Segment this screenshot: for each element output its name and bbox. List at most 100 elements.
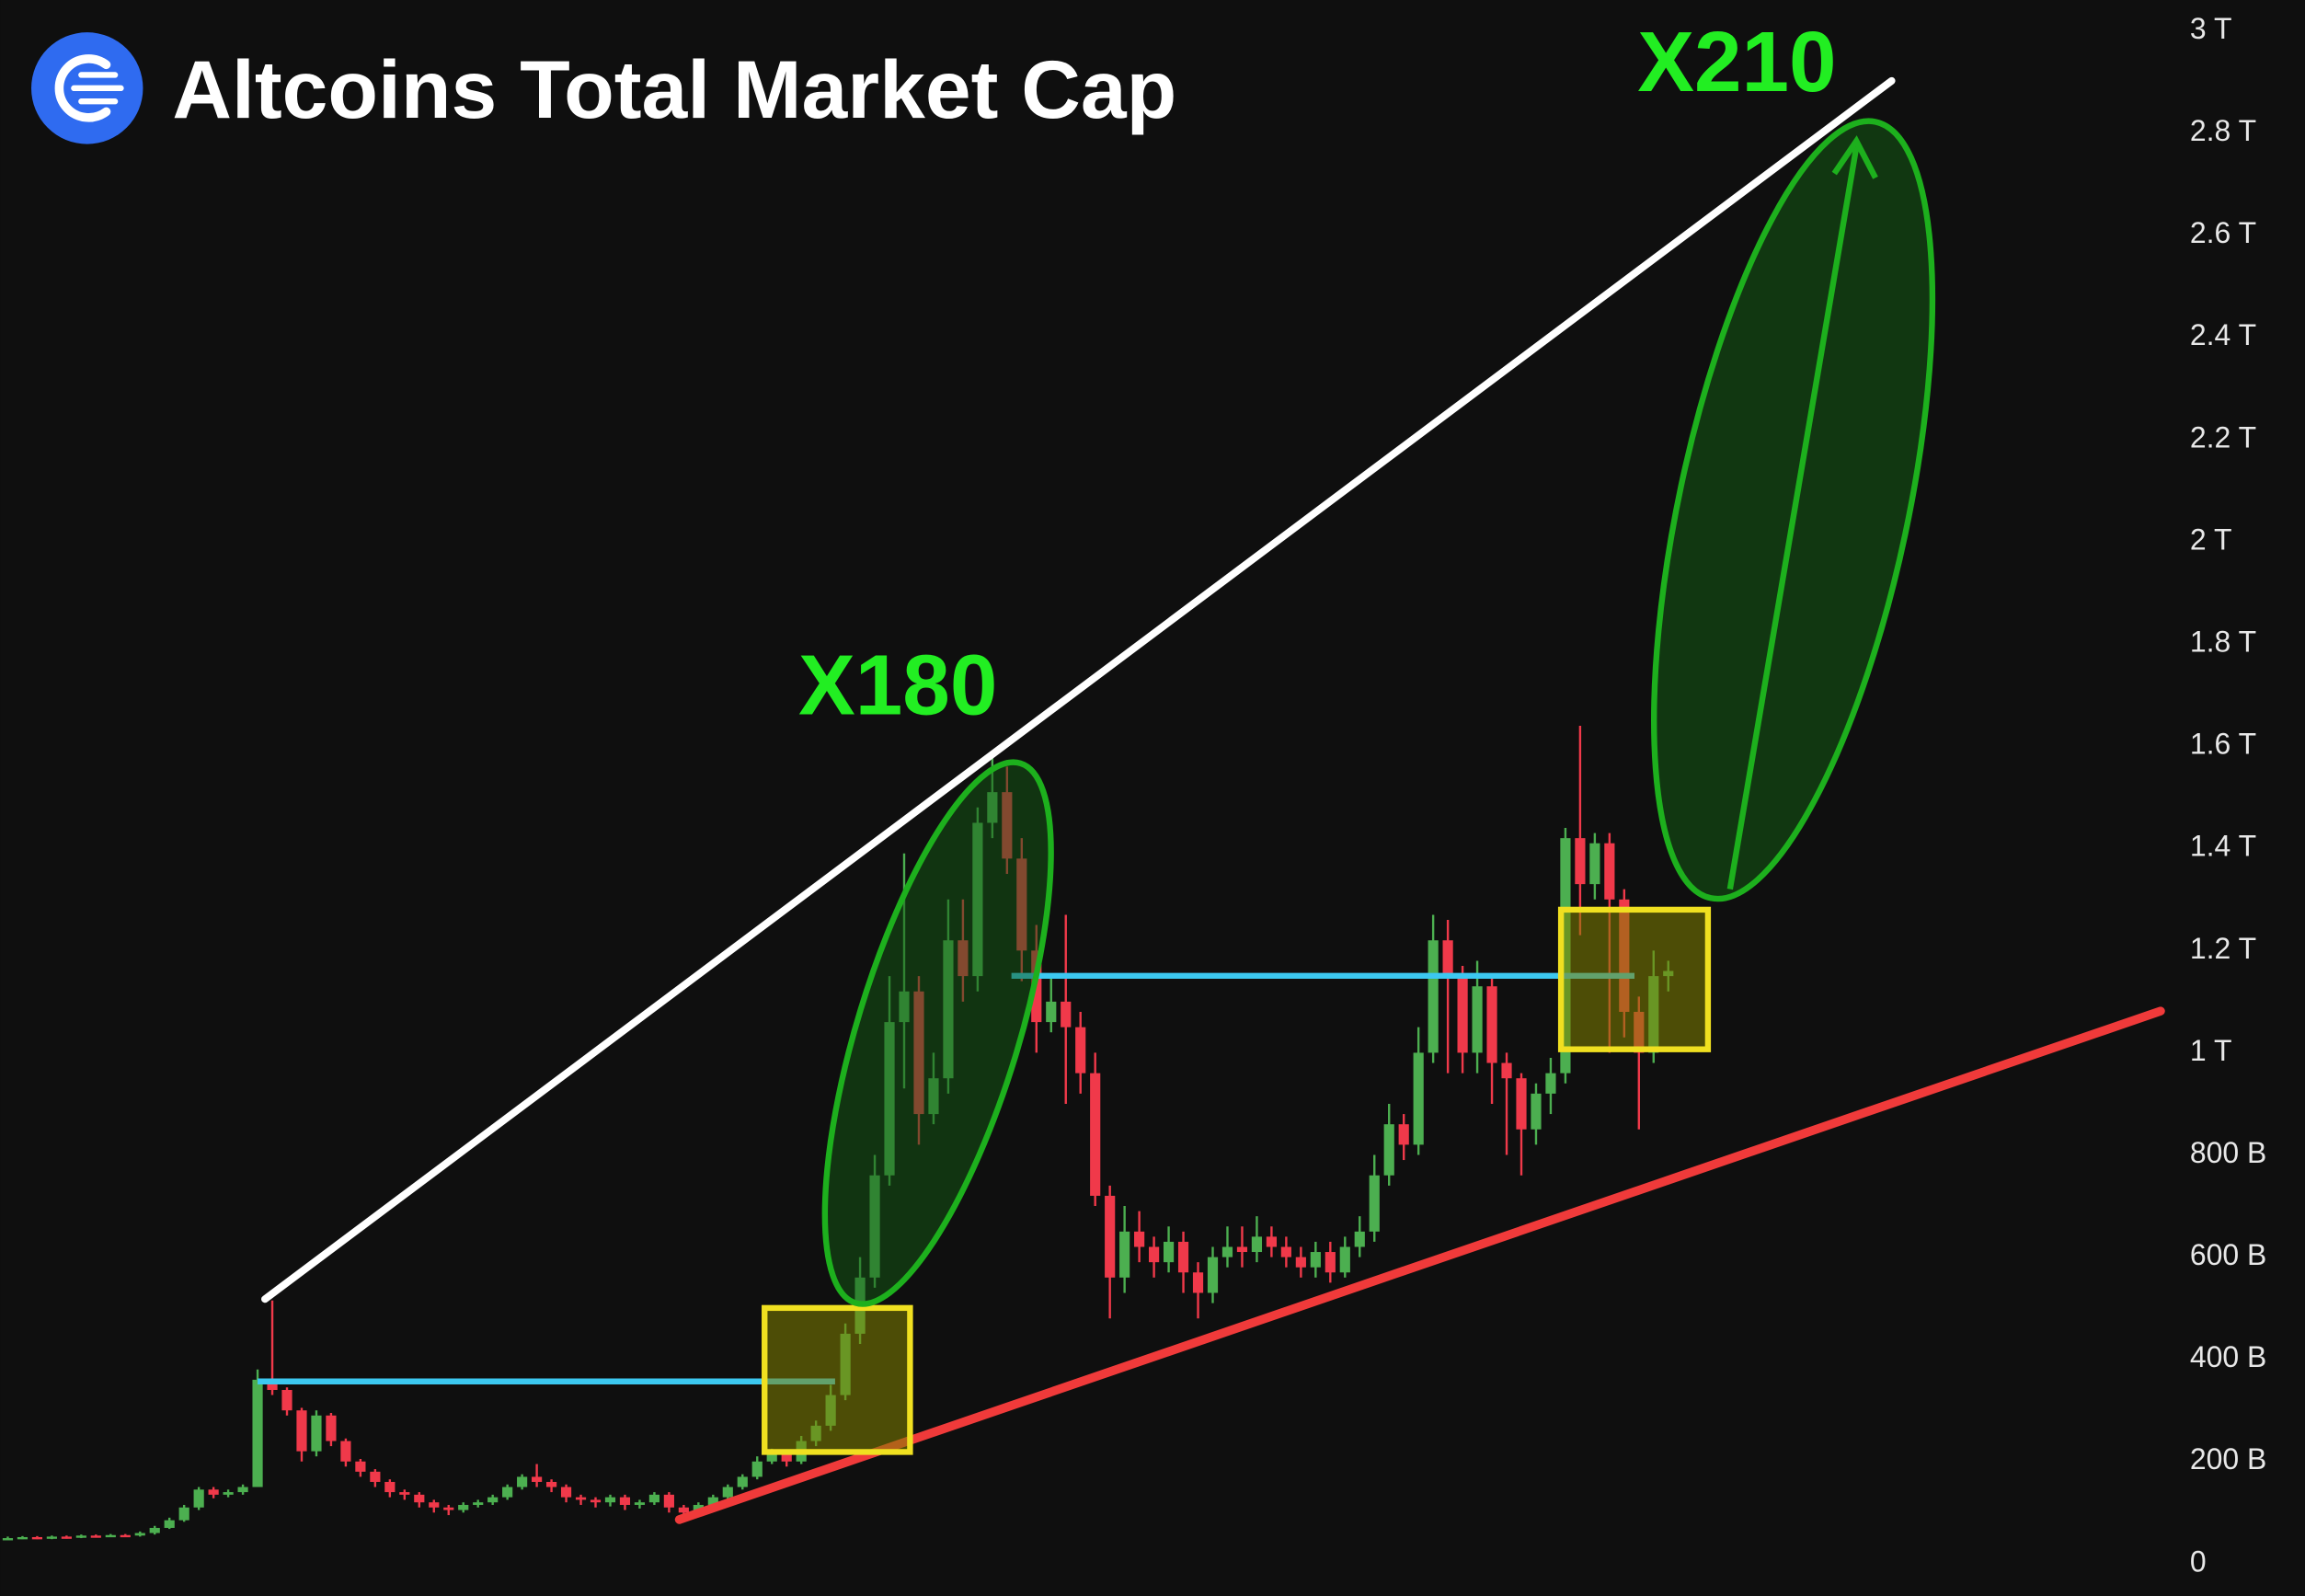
- candle-body: [296, 1410, 307, 1452]
- candle-body: [252, 1379, 263, 1487]
- candle-body: [1134, 1231, 1145, 1247]
- candle-body: [678, 1507, 689, 1513]
- candle-body: [1442, 940, 1453, 977]
- candle-body: [473, 1502, 484, 1505]
- candle-body: [1177, 1241, 1189, 1273]
- y-tick-label: 3 T: [2190, 12, 2232, 45]
- candle-body: [663, 1494, 674, 1508]
- candle-body: [1163, 1241, 1175, 1263]
- candle-body: [61, 1536, 72, 1539]
- candle-body: [1604, 843, 1615, 900]
- candle-body: [370, 1471, 381, 1482]
- candle-body: [458, 1504, 469, 1510]
- candle-body: [237, 1487, 248, 1493]
- candle-body: [1457, 976, 1468, 1053]
- candle-body: [1119, 1231, 1130, 1278]
- y-tick-label: 0: [2190, 1544, 2207, 1578]
- candle-body: [1545, 1073, 1556, 1094]
- arrow: [1726, 146, 1860, 890]
- y-tick-label: 400 B: [2190, 1340, 2266, 1373]
- candle-body: [1501, 1062, 1512, 1079]
- candle-body: [193, 1489, 204, 1508]
- candle-body: [1398, 1124, 1409, 1145]
- candle-body: [1339, 1246, 1350, 1273]
- y-tick-label: 200 B: [2190, 1442, 2266, 1475]
- candle-body: [722, 1487, 733, 1498]
- candle-body: [443, 1507, 454, 1510]
- candle-body: [545, 1481, 557, 1487]
- candle-body: [164, 1520, 175, 1528]
- y-tick-label: 2.4 T: [2190, 318, 2256, 351]
- highlight-box: [1557, 906, 1712, 1052]
- candle-body: [502, 1487, 513, 1498]
- y-tick-label: 1.8 T: [2190, 626, 2256, 659]
- candle-body: [46, 1536, 57, 1539]
- candle-body: [340, 1441, 351, 1462]
- upper-trendline: [261, 76, 1896, 1303]
- candle-body: [575, 1497, 587, 1500]
- candle-body: [1531, 1093, 1542, 1130]
- logo-mark: [71, 72, 124, 105]
- candle-body: [1383, 1124, 1394, 1176]
- annotation: X210: [1637, 14, 1836, 109]
- y-tick-label: 1 T: [2190, 1034, 2232, 1067]
- candle-body: [1251, 1236, 1263, 1253]
- highlight-ellipse: [821, 759, 1054, 1307]
- candle-body: [17, 1536, 29, 1540]
- candle-body: [1354, 1231, 1365, 1247]
- candle-body: [326, 1415, 337, 1441]
- candle-body: [751, 1461, 763, 1477]
- candle-body: [149, 1527, 160, 1533]
- candle-body: [766, 1453, 777, 1462]
- candle-body: [75, 1535, 86, 1538]
- candle-body: [590, 1499, 602, 1503]
- y-tick-label: 1.4 T: [2190, 830, 2256, 863]
- candle-body: [1266, 1236, 1277, 1247]
- candle-body: [1486, 986, 1497, 1063]
- candle-body: [1061, 1001, 1072, 1028]
- candle-body: [355, 1461, 366, 1472]
- candle-body: [223, 1492, 234, 1495]
- candle-body: [1090, 1073, 1101, 1196]
- candle-body: [1428, 940, 1439, 1053]
- candle-body: [781, 1453, 792, 1462]
- candle-body: [1310, 1252, 1321, 1268]
- candle-body: [2, 1538, 14, 1541]
- y-tick-label: 600 B: [2190, 1238, 2266, 1271]
- candle-body: [281, 1390, 292, 1411]
- candle-body: [31, 1536, 43, 1540]
- y-tick-label: 2.2 T: [2190, 420, 2256, 454]
- candle-body: [1295, 1257, 1306, 1268]
- candle-body: [1192, 1272, 1204, 1293]
- y-tick-label: 2.8 T: [2190, 114, 2256, 147]
- candle-body: [487, 1497, 499, 1503]
- candle-body: [648, 1494, 660, 1503]
- candle-body: [1046, 1001, 1057, 1023]
- candle-body: [208, 1489, 219, 1495]
- candle-body: [1589, 843, 1600, 885]
- candle-body: [1075, 1027, 1086, 1074]
- arrow-head: [1831, 135, 1878, 179]
- candle-body: [399, 1492, 410, 1495]
- candle-body: [1236, 1246, 1248, 1253]
- candle-body: [1280, 1246, 1291, 1257]
- highlight-box: [762, 1304, 913, 1455]
- candle-body: [311, 1415, 322, 1452]
- lower-trendline: [674, 1006, 2165, 1524]
- y-tick-label: 2 T: [2190, 522, 2232, 556]
- candle-body: [1472, 986, 1483, 1053]
- chart-title: Altcoins Total Market Cap: [172, 43, 1176, 135]
- candle-body: [1413, 1052, 1424, 1145]
- candle-body: [634, 1502, 646, 1505]
- y-tick-label: 2.6 T: [2190, 216, 2256, 249]
- candle-body: [1516, 1078, 1527, 1130]
- candle-body: [604, 1497, 616, 1503]
- candle-body: [414, 1494, 425, 1503]
- logo-mark: [54, 54, 111, 122]
- y-tick-label: 1.2 T: [2190, 932, 2256, 965]
- candle-body: [1207, 1257, 1219, 1293]
- candle-body: [1221, 1246, 1233, 1257]
- candle-body: [178, 1507, 189, 1521]
